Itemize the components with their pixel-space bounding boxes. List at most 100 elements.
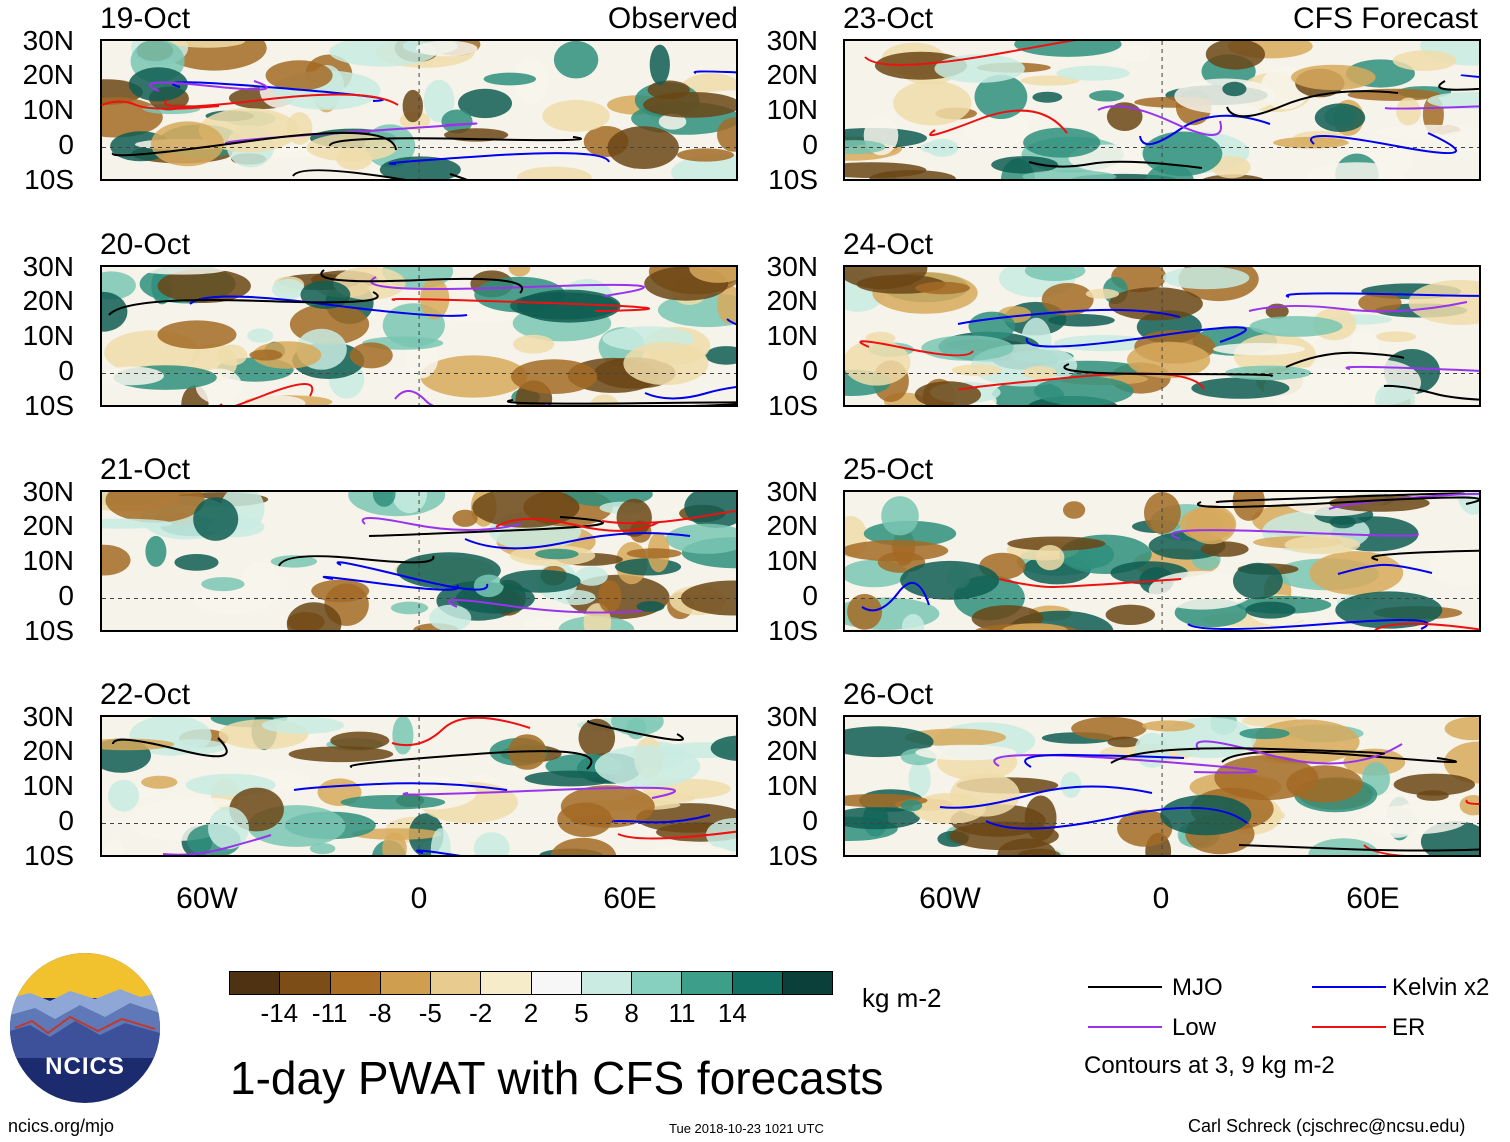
pwat-anomaly-blob — [658, 113, 687, 130]
pwat-anomaly-blob — [575, 566, 608, 586]
contour-line — [587, 720, 684, 741]
pwat-anomaly-blob — [483, 72, 536, 86]
pwat-anomaly-blob — [1014, 41, 1122, 57]
pwat-anomaly-blob — [1002, 623, 1068, 630]
pwat-anomaly-blob — [151, 121, 224, 167]
pwat-anomaly-blob — [216, 344, 248, 366]
pwat-anomaly-blob — [270, 555, 318, 568]
pwat-anomaly-blob — [265, 60, 333, 91]
pwat-anomaly-blob — [1148, 571, 1255, 610]
lat-label: 30N — [766, 701, 818, 732]
lat-label: 30N — [22, 476, 74, 507]
pwat-anomaly-blob — [349, 342, 393, 369]
lat-label: 10N — [766, 94, 818, 125]
map-panel-forecast-2 — [843, 265, 1481, 407]
pwat-anomaly-blob — [429, 604, 472, 630]
colorbar-tick-label: -11 — [311, 998, 348, 1028]
colorbar — [229, 971, 833, 995]
pwat-anomaly-blob — [340, 795, 446, 810]
pwat-anomaly-blob — [1116, 44, 1152, 63]
contour-line — [693, 70, 736, 74]
pwat-anomaly-blob — [271, 278, 305, 300]
lat-label: 10S — [768, 164, 818, 195]
contour-line — [993, 754, 1258, 774]
contour-line — [495, 518, 660, 532]
contour-line — [1310, 132, 1457, 154]
lat-label: 10N — [766, 545, 818, 576]
pwat-anomaly-blob — [102, 838, 126, 855]
contour-line — [1345, 365, 1479, 372]
lat-label: 20N — [22, 735, 74, 766]
pwat-anomaly-blob — [1007, 536, 1106, 551]
pwat-anomaly-blob — [311, 579, 370, 603]
pwat-anomaly-blob — [1309, 551, 1404, 595]
pwat-anomaly-blob — [473, 832, 510, 855]
lat-label: 10N — [766, 320, 818, 351]
pwat-anomaly-blob — [252, 341, 322, 369]
pwat-anomaly-blob — [261, 717, 345, 734]
pwat-anomaly-blob — [915, 281, 971, 295]
pwat-anomaly-blob — [508, 267, 531, 277]
colorbar-swatch — [230, 972, 280, 994]
pwat-anomaly-blob — [705, 346, 736, 365]
pwat-anomaly-blob — [420, 355, 528, 398]
legend-er-line — [1312, 1026, 1386, 1028]
colorbar-tick-label: 14 — [717, 998, 747, 1028]
map-panel-forecast-3 — [843, 490, 1481, 632]
pwat-anomaly-blob — [881, 496, 919, 536]
contour-line — [1460, 74, 1479, 78]
pwat-anomaly-blob — [951, 364, 1002, 376]
pwat-anomaly-blob — [665, 523, 736, 554]
contour-line — [1384, 105, 1479, 110]
footer-timestamp: Tue 2018-10-23 1021 UTC — [669, 1121, 824, 1136]
pwat-anomaly-blob — [902, 614, 925, 630]
pwat-anomaly-blob — [680, 580, 736, 616]
contour-line — [1025, 326, 1247, 348]
pwat-anomaly-blob — [1350, 330, 1380, 362]
lat-label: 30N — [22, 25, 74, 56]
pwat-anomaly-blob — [1314, 103, 1366, 132]
pwat-anomaly-blob — [102, 271, 136, 300]
pwat-anomaly-blob — [372, 492, 396, 507]
pwat-anomaly-blob — [893, 80, 972, 126]
pwat-anomaly-blob — [1145, 163, 1194, 179]
pwat-anomaly-blob — [900, 799, 923, 812]
map-panel-observed-4 — [100, 715, 738, 857]
panel-date-right-3: 25-Oct — [843, 453, 934, 486]
pwat-anomaly-blob — [1117, 809, 1173, 847]
colorbar-swatch — [329, 972, 380, 994]
contour-line — [1063, 363, 1274, 377]
pwat-anomaly-blob — [472, 492, 580, 528]
pwat-anomaly-blob — [245, 395, 306, 405]
lon-label-left-60e: 60E — [603, 882, 657, 915]
contour-line — [162, 834, 272, 855]
pwat-anomaly-blob — [1239, 727, 1290, 740]
pwat-anomaly-blob — [920, 141, 957, 154]
colorbar-swatch — [781, 972, 832, 994]
contour-line — [320, 269, 523, 294]
pwat-anomaly-blob — [473, 574, 504, 598]
legend-note: Contours at 3, 9 kg m-2 — [1084, 1052, 1335, 1079]
pwat-anomaly-blob — [717, 117, 736, 152]
pwat-anomaly-blob — [1105, 604, 1155, 625]
panel-date-left-4: 22-Oct — [100, 678, 191, 711]
lon-label-right-60w: 60W — [919, 882, 981, 915]
pwat-anomaly-blob — [249, 349, 283, 361]
pwat-anomaly-blob — [921, 335, 1014, 361]
pwat-anomaly-blob — [162, 739, 227, 755]
map-panel-forecast-1 — [843, 39, 1481, 181]
pwat-anomaly-blob — [623, 342, 709, 385]
panel-date-left-1: 19-Oct — [100, 2, 191, 35]
contour-line — [189, 295, 468, 317]
pwat-anomaly-blob — [382, 832, 407, 855]
pwat-anomaly-blob — [1144, 492, 1181, 534]
pwat-anomaly-blob — [193, 587, 273, 615]
pwat-anomaly-blob — [626, 717, 647, 740]
contour-line — [1028, 160, 1203, 169]
pwat-anomaly-blob — [1060, 771, 1082, 798]
colorbar-swatch — [681, 972, 732, 994]
pwat-anomaly-blob — [1329, 515, 1356, 529]
contour-line — [464, 532, 691, 550]
colorbar-tick-label: 5 — [574, 998, 589, 1028]
pwat-anomaly-blob — [845, 540, 949, 562]
